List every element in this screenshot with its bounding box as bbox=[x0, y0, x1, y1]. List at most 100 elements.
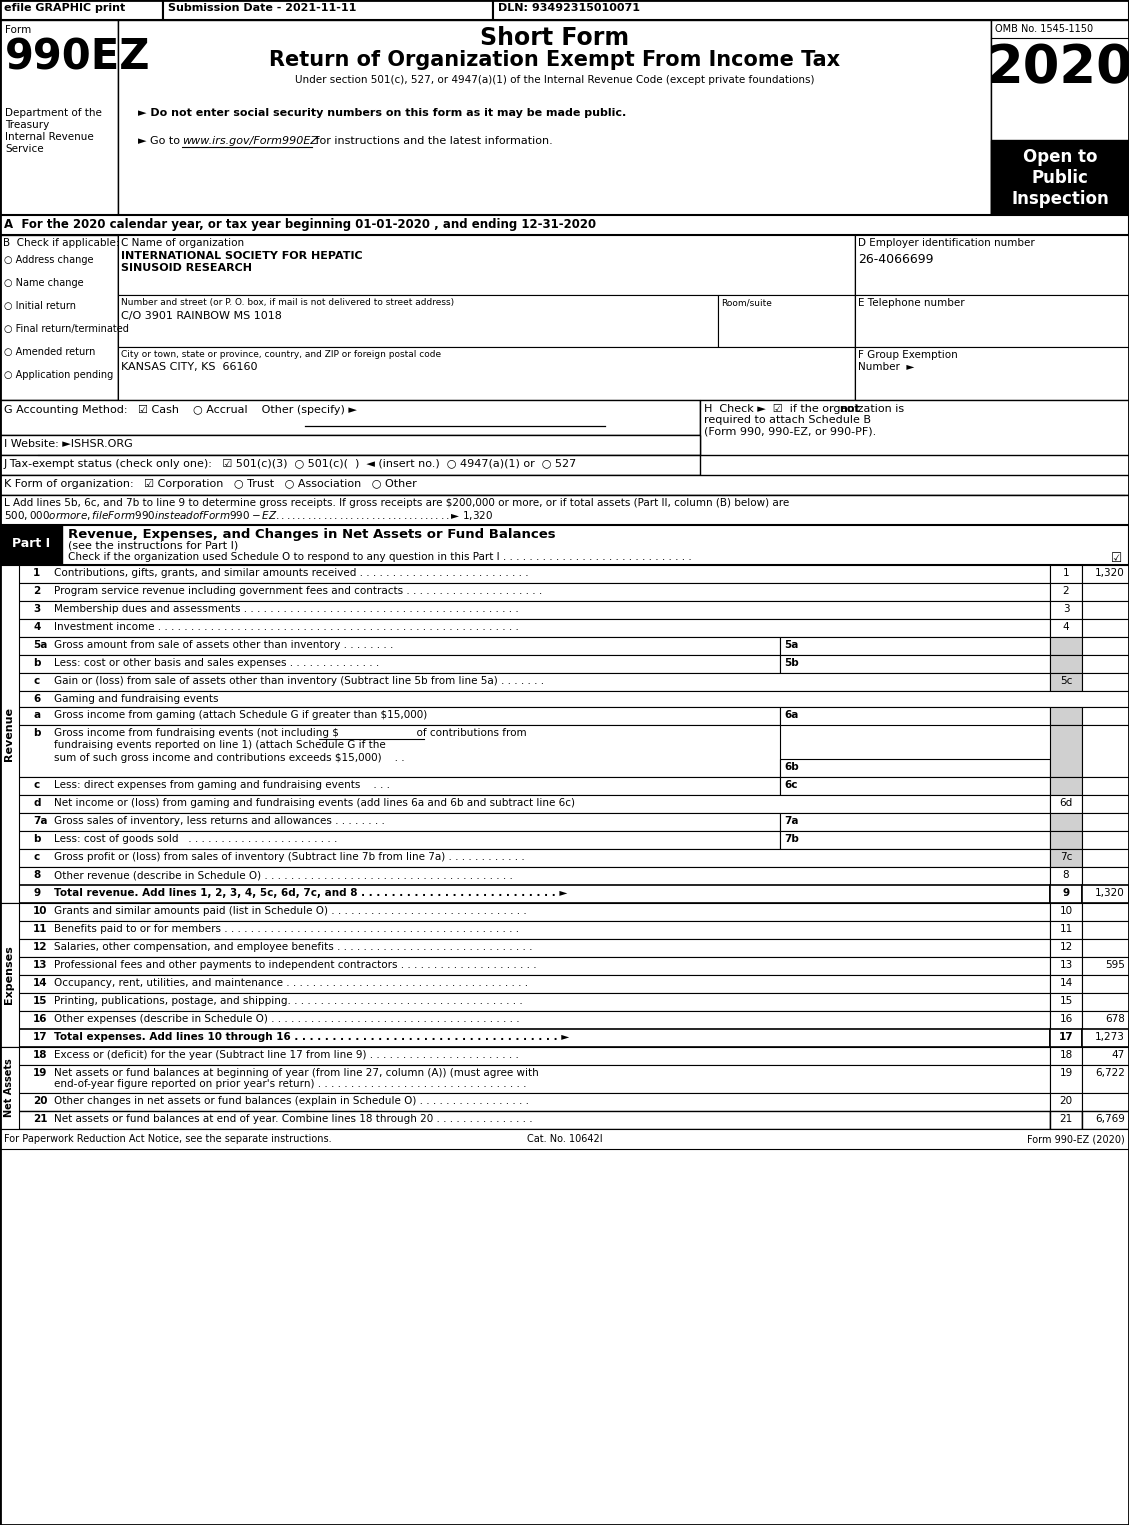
Text: 7a: 7a bbox=[784, 816, 798, 827]
Bar bbox=[1050, 831, 1082, 849]
Bar bbox=[1050, 637, 1082, 656]
Bar bbox=[1050, 868, 1082, 884]
Bar bbox=[1050, 619, 1082, 637]
Bar bbox=[0, 1048, 1050, 1064]
Bar bbox=[163, 0, 493, 20]
Text: 26-4066699: 26-4066699 bbox=[858, 253, 934, 265]
Bar bbox=[1082, 673, 1129, 691]
Bar bbox=[1082, 958, 1129, 974]
Bar bbox=[1050, 656, 1082, 673]
Bar bbox=[0, 525, 62, 564]
Bar bbox=[1082, 921, 1129, 939]
Bar bbox=[0, 435, 700, 454]
Text: 1,273: 1,273 bbox=[1095, 1032, 1124, 1042]
Text: b: b bbox=[33, 834, 41, 843]
Bar bbox=[0, 884, 1050, 903]
Text: ► Go to: ► Go to bbox=[138, 136, 184, 146]
Bar bbox=[0, 903, 19, 1048]
Text: www.irs.gov/Form990EZ: www.irs.gov/Form990EZ bbox=[182, 136, 318, 146]
Text: 13: 13 bbox=[33, 961, 47, 970]
Text: 595: 595 bbox=[1105, 961, 1124, 970]
Text: Other revenue (describe in Schedule O) . . . . . . . . . . . . . . . . . . . . .: Other revenue (describe in Schedule O) .… bbox=[54, 869, 513, 880]
Bar bbox=[0, 637, 780, 656]
Bar bbox=[1082, 868, 1129, 884]
Text: 1: 1 bbox=[1062, 567, 1069, 578]
Text: Program service revenue including government fees and contracts . . . . . . . . : Program service revenue including govern… bbox=[54, 586, 542, 596]
Text: ○ Application pending: ○ Application pending bbox=[5, 371, 113, 380]
Text: 3: 3 bbox=[33, 604, 41, 615]
Text: 6a: 6a bbox=[784, 711, 798, 720]
Text: Department of the: Department of the bbox=[5, 108, 102, 117]
Text: Internal Revenue: Internal Revenue bbox=[5, 133, 94, 142]
Bar bbox=[1082, 849, 1129, 868]
Bar bbox=[0, 1093, 1050, 1112]
Text: B  Check if applicable:: B Check if applicable: bbox=[3, 238, 120, 249]
Bar bbox=[1050, 993, 1082, 1011]
Bar bbox=[0, 454, 700, 474]
Text: 16: 16 bbox=[1059, 1014, 1073, 1023]
Text: Gross amount from sale of assets other than inventory . . . . . . . .: Gross amount from sale of assets other t… bbox=[54, 640, 393, 650]
Bar bbox=[1082, 708, 1129, 724]
Bar bbox=[1050, 903, 1082, 921]
Bar bbox=[1050, 1048, 1082, 1064]
Bar bbox=[0, 1029, 1050, 1048]
Text: Less: cost of goods sold   . . . . . . . . . . . . . . . . . . . . . . .: Less: cost of goods sold . . . . . . . .… bbox=[54, 834, 338, 843]
Bar bbox=[780, 759, 1050, 778]
Bar bbox=[0, 496, 1129, 525]
Text: for instructions and the latest information.: for instructions and the latest informat… bbox=[312, 136, 553, 146]
Bar bbox=[0, 849, 1050, 868]
Bar bbox=[1050, 601, 1082, 619]
Text: 9: 9 bbox=[33, 888, 41, 898]
Bar bbox=[780, 708, 1050, 724]
Bar bbox=[0, 656, 780, 673]
Text: Form: Form bbox=[5, 24, 32, 35]
Text: 6c: 6c bbox=[784, 779, 797, 790]
Text: 4: 4 bbox=[33, 622, 41, 631]
Bar bbox=[1050, 1011, 1082, 1029]
Text: 8: 8 bbox=[33, 869, 41, 880]
Text: J Tax-exempt status (check only one):   ☑ 501(c)(3)  ○ 501(c)(  )  ◄ (insert no.: J Tax-exempt status (check only one): ☑ … bbox=[5, 459, 577, 470]
Text: c: c bbox=[33, 779, 40, 790]
Bar bbox=[1082, 813, 1129, 831]
Text: b: b bbox=[33, 657, 41, 668]
Bar bbox=[1082, 1011, 1129, 1029]
Text: a: a bbox=[33, 711, 41, 720]
Text: 17: 17 bbox=[33, 1032, 47, 1042]
Bar bbox=[0, 601, 1050, 619]
Bar bbox=[0, 778, 780, 795]
Bar bbox=[1082, 1093, 1129, 1112]
Text: Occupancy, rent, utilities, and maintenance . . . . . . . . . . . . . . . . . . : Occupancy, rent, utilities, and maintena… bbox=[54, 978, 528, 988]
Text: F Group Exemption: F Group Exemption bbox=[858, 351, 957, 360]
Text: L Add lines 5b, 6c, and 7b to line 9 to determine gross receipts. If gross recei: L Add lines 5b, 6c, and 7b to line 9 to … bbox=[5, 499, 789, 508]
Text: of contributions from: of contributions from bbox=[320, 727, 526, 738]
Text: Gross income from fundraising events (not including $: Gross income from fundraising events (no… bbox=[54, 727, 339, 738]
Text: efile GRAPHIC print: efile GRAPHIC print bbox=[5, 3, 125, 14]
Text: Net assets or fund balances at end of year. Combine lines 18 through 20 . . . . : Net assets or fund balances at end of ye… bbox=[54, 1113, 533, 1124]
Text: KANSAS CITY, KS  66160: KANSAS CITY, KS 66160 bbox=[121, 361, 257, 372]
Text: Net income or (loss) from gaming and fundraising events (add lines 6a and 6b and: Net income or (loss) from gaming and fun… bbox=[54, 798, 575, 808]
Text: 14: 14 bbox=[33, 978, 47, 988]
Text: Benefits paid to or for members . . . . . . . . . . . . . . . . . . . . . . . . : Benefits paid to or for members . . . . … bbox=[54, 924, 519, 933]
Bar bbox=[0, 673, 1050, 691]
Text: 5b: 5b bbox=[784, 657, 798, 668]
Text: For Paperwork Reduction Act Notice, see the separate instructions.: For Paperwork Reduction Act Notice, see … bbox=[5, 1135, 332, 1144]
Text: ☑: ☑ bbox=[1111, 552, 1122, 564]
Text: 2020: 2020 bbox=[987, 43, 1129, 95]
Bar bbox=[991, 140, 1129, 215]
Bar bbox=[0, 1112, 1050, 1128]
Bar bbox=[0, 1128, 1129, 1148]
Text: Return of Organization Exempt From Income Tax: Return of Organization Exempt From Incom… bbox=[269, 50, 840, 70]
Bar bbox=[119, 294, 718, 348]
Bar bbox=[0, 903, 1050, 921]
Text: end-of-year figure reported on prior year's return) . . . . . . . . . . . . . . : end-of-year figure reported on prior yea… bbox=[54, 1080, 526, 1089]
Text: Other expenses (describe in Schedule O) . . . . . . . . . . . . . . . . . . . . : Other expenses (describe in Schedule O) … bbox=[54, 1014, 519, 1023]
Text: Professional fees and other payments to independent contractors . . . . . . . . : Professional fees and other payments to … bbox=[54, 961, 536, 970]
Bar bbox=[0, 1048, 19, 1128]
Text: 2: 2 bbox=[1062, 586, 1069, 596]
Bar bbox=[855, 235, 1129, 400]
Text: City or town, state or province, country, and ZIP or foreign postal code: City or town, state or province, country… bbox=[121, 351, 441, 358]
Bar bbox=[119, 20, 991, 215]
Bar bbox=[1050, 564, 1082, 583]
Text: 1,320: 1,320 bbox=[1095, 567, 1124, 578]
Text: Salaries, other compensation, and employee benefits . . . . . . . . . . . . . . : Salaries, other compensation, and employ… bbox=[54, 942, 533, 952]
